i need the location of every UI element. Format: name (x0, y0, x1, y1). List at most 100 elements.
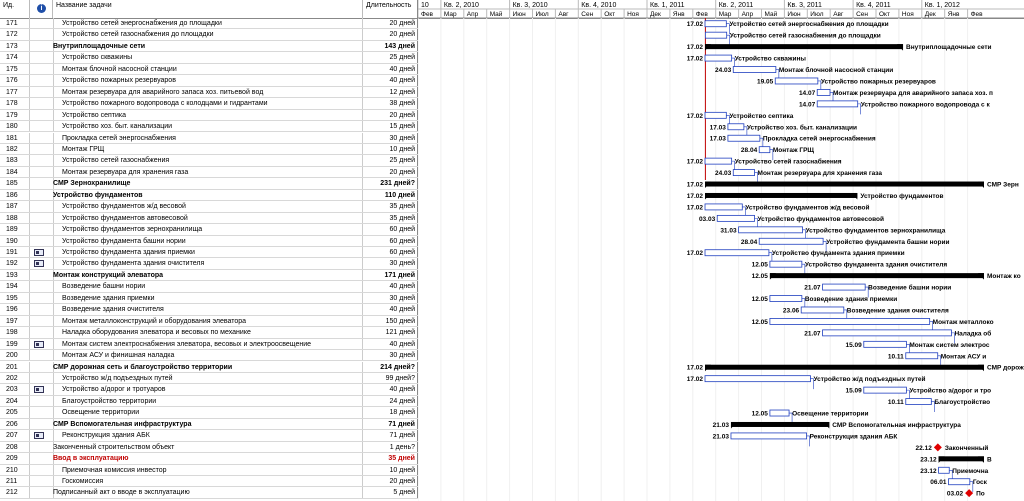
duration-cell[interactable]: 121 дней (363, 327, 418, 338)
duration-cell[interactable]: 214 дней? (363, 361, 418, 372)
task-name-cell[interactable]: Устройство фундаментов (53, 189, 363, 201)
duration-cell[interactable]: 40 дней (363, 75, 418, 86)
table-row[interactable]: 192 Устройство фундамента здания очистите… (0, 258, 418, 270)
task-name-cell[interactable]: Приемочная комиссия инвестор (53, 464, 363, 475)
duration-cell[interactable]: 20 дней (363, 18, 418, 29)
table-row[interactable]: 196 Возведение здания очистителя 40 дней (0, 304, 418, 316)
duration-cell[interactable]: 30 дней (363, 258, 418, 269)
task-name-cell[interactable]: Монтаж резервуара для аварийного запаса … (53, 86, 363, 98)
duration-cell[interactable]: 71 дней (363, 418, 418, 430)
duration-cell[interactable]: 60 дней (363, 247, 418, 258)
task-name-cell[interactable]: Законченный строительством объект (53, 441, 363, 453)
task-name-cell[interactable]: Устройство пожарных резервуаров (53, 75, 363, 86)
duration-cell[interactable]: 231 дней? (363, 178, 418, 189)
table-row[interactable]: 183 Устройство сетей газоснабжения 25 дней (0, 155, 418, 167)
task-name-cell[interactable]: Устройство хоз. быт. канализации (53, 121, 363, 132)
column-header-duration[interactable]: Длительность (363, 0, 418, 18)
duration-cell[interactable]: 35 дней (363, 201, 418, 212)
task-name-cell[interactable]: Госкомиссия (53, 476, 363, 487)
duration-cell[interactable]: 71 дней (363, 430, 418, 441)
table-row[interactable]: 186 Устройство фундаментов 110 дней (0, 189, 418, 202)
task-name-cell[interactable]: Устройство фундаментов автовесовой (53, 212, 363, 224)
table-row[interactable]: 176 Устройство пожарных резервуаров 40 дне… (0, 75, 418, 87)
notes-indicator-icon[interactable] (34, 386, 44, 394)
task-name-cell[interactable]: Благоустройство территории (53, 395, 363, 407)
table-row[interactable]: 207 Реконструкция здания АБК 71 дней (0, 430, 418, 442)
task-name-cell[interactable]: Возведение здания очистителя (53, 304, 363, 315)
table-row[interactable]: 182 Монтаж ГРЩ 10 дней (0, 143, 418, 156)
table-row[interactable]: 202 Устройство ж/д подъездных путей 99 дне… (0, 372, 418, 385)
notes-indicator-icon[interactable] (34, 340, 44, 348)
task-name-cell[interactable]: Устройство ж/д подъездных путей (53, 372, 363, 384)
table-row[interactable]: 197 Монтаж металлоконструкций и оборудова… (0, 315, 418, 328)
duration-cell[interactable]: 38 дней (363, 98, 418, 109)
task-name-cell[interactable]: Монтаж резервуара для хранения газа (53, 166, 363, 178)
table-row[interactable]: 175 Монтаж блочной насосной станции 40 дне… (0, 63, 418, 76)
table-row[interactable]: 185 СМР Зернохранилище 231 дней? (0, 178, 418, 190)
table-row[interactable]: 211 Госкомиссия 20 дней (0, 476, 418, 488)
duration-cell[interactable]: 99 дней? (363, 372, 418, 384)
duration-cell[interactable]: 18 дней (363, 407, 418, 418)
table-row[interactable]: 209 Ввод в эксплуатацию 35 дней (0, 453, 418, 465)
task-name-cell[interactable]: Устройство сетей газоснабжения до площад… (53, 29, 363, 40)
duration-cell[interactable]: 40 дней (363, 281, 418, 292)
duration-cell[interactable]: 24 дней (363, 395, 418, 407)
table-row[interactable]: 208 Законченный строительством объект 1 де… (0, 441, 418, 454)
task-name-cell[interactable]: Возведение башни нории (53, 281, 363, 292)
duration-cell[interactable]: 20 дней (363, 166, 418, 178)
gantt-chart[interactable]: 10 Кв. 2, 2010 Кв. 3, 2010 Кв. 4, 2010 Кв. 1… (418, 0, 1024, 501)
task-name-cell[interactable]: Устройство скважины (53, 52, 363, 63)
duration-cell[interactable]: 25 дней (363, 52, 418, 63)
task-name-cell[interactable]: Внутриплощадочные сети (53, 40, 363, 52)
task-name-cell[interactable]: Подписанный акт о вводе в эксплуатацию (53, 487, 363, 498)
task-name-cell[interactable]: СМР дорожная сеть и благоустройство терр… (53, 361, 363, 372)
table-row[interactable]: 193 Монтаж конструкций элеватора 171 дней (0, 269, 418, 282)
duration-cell[interactable]: 60 дней (363, 235, 418, 246)
table-row[interactable]: 205 Освещение территории 18 дней (0, 407, 418, 419)
table-row[interactable]: 187 Устройство фундаментов ж/д весовой 35 … (0, 201, 418, 213)
task-name-cell[interactable]: Монтаж АСУ и финишная наладка (53, 350, 363, 361)
table-row[interactable]: 194 Возведение башни нории 40 дней (0, 281, 418, 293)
task-name-cell[interactable]: Устройство сетей энергоснабжения до площ… (53, 18, 363, 29)
table-row[interactable]: 181 Прокладка сетей энергоснабжения 30 дне… (0, 132, 418, 144)
task-name-cell[interactable]: Монтаж ГРЩ (53, 143, 363, 155)
task-name-cell[interactable]: Прокладка сетей энергоснабжения (53, 132, 363, 143)
table-row[interactable]: 188 Устройство фундаментов автовесовой 35 … (0, 212, 418, 225)
task-name-cell[interactable]: СМР Вспомогательная инфраструктура (53, 418, 363, 430)
notes-indicator-icon[interactable] (34, 249, 44, 256)
task-name-cell[interactable]: Устройство фундаментов зернохранилища (53, 224, 363, 235)
task-name-cell[interactable]: Ввод в эксплуатацию (53, 453, 363, 464)
duration-cell[interactable]: 15 дней (363, 121, 418, 132)
task-name-cell[interactable]: СМР Зернохранилище (53, 178, 363, 189)
table-row[interactable]: 200 Монтаж АСУ и финишная наладка 30 дней (0, 350, 418, 362)
task-name-cell[interactable]: Устройство сетей газоснабжения (53, 155, 363, 166)
table-row[interactable]: 204 Благоустройство территории 24 дней (0, 395, 418, 408)
duration-cell[interactable]: 1 день? (363, 441, 418, 453)
task-name-cell[interactable]: Устройство фундамента здания приемки (53, 247, 363, 258)
table-row[interactable]: 190 Устройство фундамента башни нории 60 д… (0, 235, 418, 247)
duration-cell[interactable]: 40 дней (363, 384, 418, 395)
table-row[interactable]: 184 Монтаж резервуара для хранения газа 20… (0, 166, 418, 179)
table-row[interactable]: 199 Монтаж систем электроснабжения элеват… (0, 338, 418, 351)
duration-cell[interactable]: 35 дней (363, 453, 418, 464)
table-row[interactable]: 180 Устройство хоз. быт. канализации 15 дн… (0, 121, 418, 133)
task-name-cell[interactable]: Реконструкция здания АБК (53, 430, 363, 441)
duration-cell[interactable]: 40 дней (363, 338, 418, 350)
duration-cell[interactable]: 60 дней (363, 224, 418, 235)
duration-cell[interactable]: 20 дней (363, 109, 418, 121)
task-name-cell[interactable]: Монтаж металлоконструкций и оборудования… (53, 315, 363, 327)
duration-cell[interactable]: 30 дней (363, 350, 418, 361)
table-row[interactable]: 174 Устройство скважины 25 дней (0, 52, 418, 64)
duration-cell[interactable]: 110 дней (363, 189, 418, 201)
duration-cell[interactable]: 12 дней (363, 86, 418, 98)
duration-cell[interactable]: 20 дней (363, 29, 418, 40)
duration-cell[interactable]: 30 дней (363, 292, 418, 304)
table-row[interactable]: 195 Возведение здания приемки 30 дней (0, 292, 418, 305)
duration-cell[interactable]: 171 дней (363, 269, 418, 281)
task-name-cell[interactable]: Устройство фундаментов ж/д весовой (53, 201, 363, 212)
task-name-cell[interactable]: Устройство а/дорог и тротуаров (53, 384, 363, 395)
duration-cell[interactable]: 35 дней (363, 212, 418, 224)
duration-cell[interactable]: 30 дней (363, 132, 418, 143)
table-row[interactable]: 179 Устройство септика 20 дней (0, 109, 418, 122)
duration-cell[interactable]: 10 дней (363, 143, 418, 155)
